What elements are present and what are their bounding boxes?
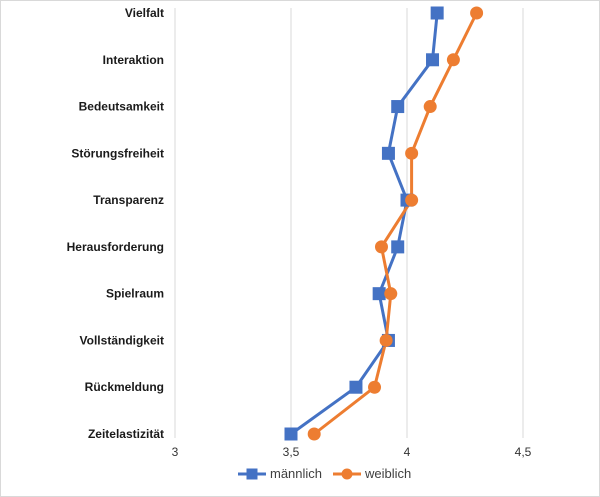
data-point-weiblich bbox=[384, 287, 398, 301]
x-tick-label: 4,5 bbox=[515, 445, 532, 459]
category-label: Vielfalt bbox=[125, 6, 164, 20]
data-point-männlich bbox=[381, 146, 395, 160]
data-point-männlich bbox=[349, 380, 363, 394]
data-point-weiblich bbox=[405, 146, 419, 160]
category-label: Rückmeldung bbox=[85, 380, 164, 394]
data-point-weiblich bbox=[470, 6, 484, 20]
data-point-weiblich bbox=[423, 100, 437, 114]
data-point-männlich bbox=[372, 287, 386, 301]
category-label: Interaktion bbox=[103, 53, 164, 67]
legend-marker-weiblich bbox=[341, 468, 353, 480]
data-point-weiblich bbox=[307, 427, 321, 441]
series-line-männlich bbox=[290, 12, 439, 436]
category-label: Bedeutsamkeit bbox=[79, 100, 164, 114]
category-label: Vollständigkeit bbox=[80, 333, 164, 347]
data-point-weiblich bbox=[446, 53, 460, 67]
data-point-weiblich bbox=[374, 240, 388, 254]
category-label: Herausforderung bbox=[67, 240, 164, 254]
data-point-weiblich bbox=[379, 333, 393, 347]
data-point-männlich bbox=[391, 100, 405, 114]
data-point-weiblich bbox=[368, 380, 382, 394]
category-label: Störungsfreiheit bbox=[71, 146, 164, 160]
series-line-weiblich bbox=[313, 12, 478, 436]
legend-label: männlich bbox=[270, 466, 322, 481]
legend-label: weiblich bbox=[364, 466, 411, 481]
data-point-männlich bbox=[391, 240, 405, 254]
category-label: Transparenz bbox=[93, 193, 164, 207]
category-labels: Vielfalt Interaktion Bedeutsamkeit Störungs… bbox=[67, 6, 164, 441]
category-label: Spielraum bbox=[106, 287, 164, 301]
legend: männlich weiblich bbox=[238, 466, 411, 481]
x-tick-label: 4 bbox=[404, 445, 411, 459]
x-tick-label: 3,5 bbox=[283, 445, 300, 459]
data-point-weiblich bbox=[405, 193, 419, 207]
gridlines bbox=[174, 8, 524, 438]
series-lines bbox=[290, 12, 478, 436]
x-tick-label: 3 bbox=[172, 445, 179, 459]
data-point-männlich bbox=[284, 427, 298, 441]
legend-marker-männlich bbox=[246, 468, 258, 480]
series-markers bbox=[284, 6, 484, 441]
category-label: Zeitelastizität bbox=[88, 427, 164, 441]
x-tick-labels: 3 3,5 4 4,5 bbox=[172, 445, 532, 459]
data-point-männlich bbox=[426, 53, 440, 67]
data-point-männlich bbox=[430, 6, 444, 20]
